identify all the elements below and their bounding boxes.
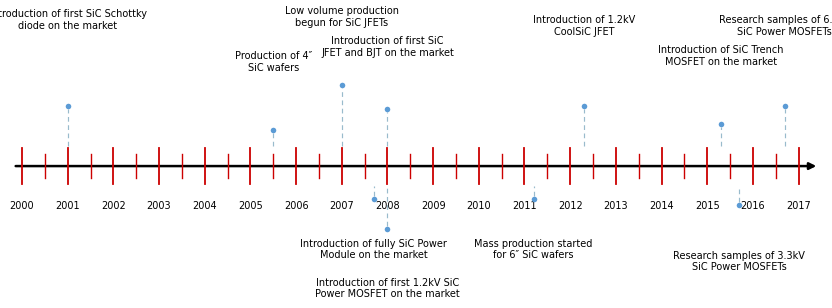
- Text: Introduction of fully SiC Power
Module on the market: Introduction of fully SiC Power Module o…: [300, 238, 447, 260]
- Text: 2009: 2009: [421, 201, 445, 211]
- Text: 2013: 2013: [603, 201, 628, 211]
- Text: Research samples of 3.3kV
SiC Power MOSFETs: Research samples of 3.3kV SiC Power MOSF…: [673, 251, 805, 272]
- Text: 2015: 2015: [695, 201, 720, 211]
- Text: Low volume production
begun for SiC JFETs: Low volume production begun for SiC JFET…: [285, 6, 399, 28]
- Text: Mass production started
for 6″ SiC wafers: Mass production started for 6″ SiC wafer…: [474, 238, 593, 260]
- Text: 2000: 2000: [10, 201, 34, 211]
- Text: 2010: 2010: [467, 201, 491, 211]
- Text: 2011: 2011: [513, 201, 537, 211]
- Text: Introduction of first SiC Schottky
diode on the market: Introduction of first SiC Schottky diode…: [0, 9, 146, 31]
- Text: 2017: 2017: [786, 201, 811, 211]
- Text: 2002: 2002: [101, 201, 126, 211]
- Text: 2008: 2008: [375, 201, 399, 211]
- Text: Introduction of first 1.2kV SiC
Power MOSFET on the market: Introduction of first 1.2kV SiC Power MO…: [315, 278, 460, 299]
- Text: Introduction of 1.2kV
CoolSiC JFET: Introduction of 1.2kV CoolSiC JFET: [532, 15, 635, 37]
- Text: 2014: 2014: [649, 201, 674, 211]
- Text: 2006: 2006: [284, 201, 309, 211]
- Text: 2001: 2001: [56, 201, 80, 211]
- Text: 2004: 2004: [192, 201, 217, 211]
- Text: Introduction of first SiC
JFET and BJT on the market: Introduction of first SiC JFET and BJT o…: [321, 36, 454, 58]
- Text: 2016: 2016: [740, 201, 765, 211]
- Text: 2005: 2005: [238, 201, 263, 211]
- Text: Introduction of SiC Trench
MOSFET on the market: Introduction of SiC Trench MOSFET on the…: [658, 45, 784, 67]
- Text: 2003: 2003: [146, 201, 171, 211]
- Text: 2007: 2007: [329, 201, 354, 211]
- Text: Production of 4″
SiC wafers: Production of 4″ SiC wafers: [235, 51, 312, 73]
- Text: 2012: 2012: [557, 201, 582, 211]
- Text: Research samples of 6.5kV
SiC Power MOSFETs: Research samples of 6.5kV SiC Power MOSF…: [719, 15, 832, 37]
